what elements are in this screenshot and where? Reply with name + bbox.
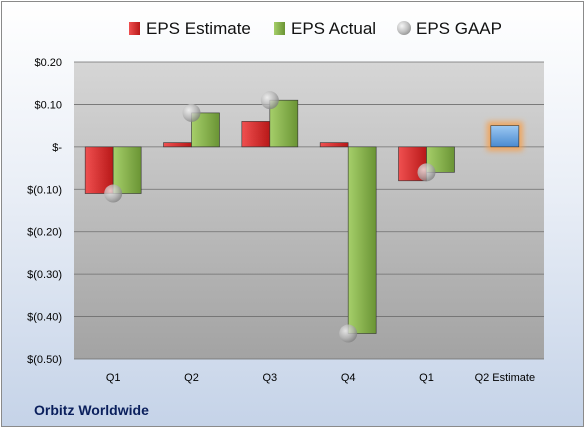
y-axis-ticks: $0.20 $0.10 $- $(0.10) $(0.20) $(0.30) $(0.40)… [27,57,62,366]
legend-item-actual: EPS Actual [274,19,376,38]
gaap-marker [339,324,358,343]
y-tick-label: $0.20 [34,57,62,69]
plot-area [74,62,544,359]
legend-item-gaap: EPS GAAP [397,19,502,38]
y-tick-label: $(0.10) [27,184,62,196]
x-tick-label: Q2 Estimate [475,372,536,384]
legend-label-gaap: EPS GAAP [416,19,502,38]
y-tick-label: $(0.50) [27,354,62,366]
company-name: Orbitz Worldwide [34,402,149,418]
bar-q2-estimate [490,125,520,148]
gaap-marker [260,91,279,110]
y-tick-label: $0.10 [34,99,62,111]
bar-eps-actual [347,146,377,334]
gaap-marker [104,184,123,203]
x-tick-label: Q2 [184,372,199,384]
bar-eps-estimate [319,142,349,148]
bar-eps-estimate [84,146,114,194]
y-tick-label: $(0.30) [27,269,62,281]
bars [84,99,523,334]
gaap-markers [104,91,436,343]
y-tick-label: $(0.40) [27,312,62,324]
x-tick-label: Q1 [419,372,434,384]
x-axis-ticks: Q1 Q2 Q3 Q4 Q1 Q2 Estimate [106,372,535,384]
gridlines [74,61,544,360]
legend: EPS Estimate EPS Actual EPS GAAP [129,19,502,38]
x-tick-label: Q3 [262,372,277,384]
bar-eps-estimate [241,121,271,148]
legend-swatch-estimate [129,22,140,35]
bar-eps-actual [269,99,299,148]
gaap-marker [417,163,436,182]
legend-item-estimate: EPS Estimate [129,19,251,38]
legend-label-actual: EPS Actual [291,19,376,38]
legend-label-estimate: EPS Estimate [146,19,251,38]
x-tick-label: Q1 [106,372,121,384]
gaap-marker [182,103,201,122]
legend-swatch-actual [274,22,285,35]
y-tick-label: $(0.20) [27,227,62,239]
bar-eps-estimate [163,142,192,148]
x-tick-label: Q4 [341,372,356,384]
bar-eps-actual [112,146,142,194]
legend-swatch-gaap [397,21,411,35]
y-tick-label: $- [52,142,62,154]
